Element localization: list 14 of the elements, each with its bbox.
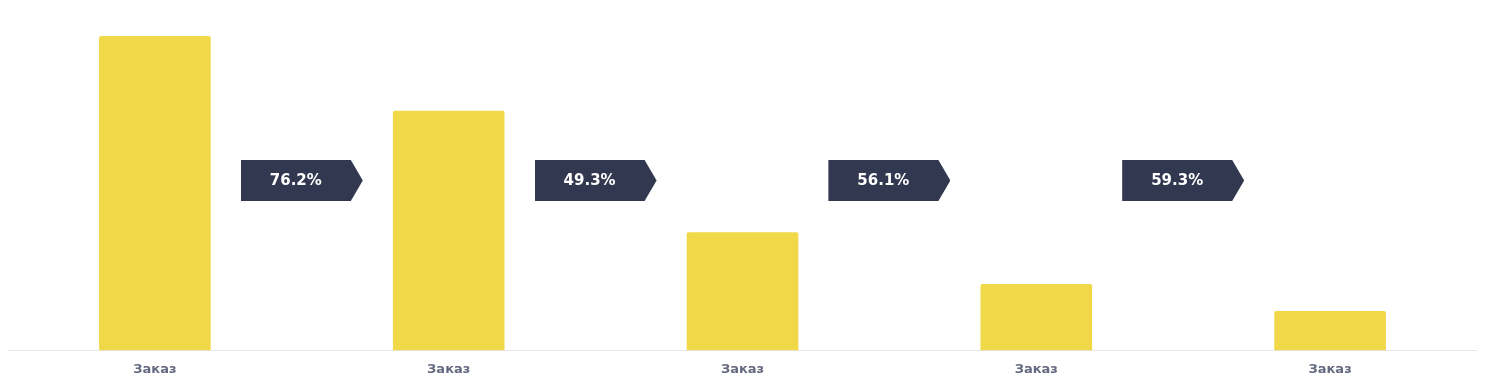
bar bbox=[686, 232, 799, 351]
x-tick-label: Заказ bbox=[133, 360, 177, 376]
annotation: 49.3% bbox=[562, 170, 617, 191]
x-tick-label: Заказ bbox=[1014, 360, 1058, 376]
x-tick-label: Заказ bbox=[1308, 360, 1352, 376]
x-tick-label: Заказ bbox=[427, 360, 471, 376]
bar bbox=[392, 110, 505, 351]
annotation: 76.2% bbox=[268, 170, 323, 191]
bar bbox=[1274, 311, 1386, 351]
annotation: 59.3% bbox=[1150, 170, 1205, 191]
bar bbox=[99, 36, 211, 351]
bar bbox=[980, 284, 1093, 351]
x-tick-label: Заказ bbox=[720, 360, 765, 376]
annotation: 56.1% bbox=[856, 170, 911, 191]
